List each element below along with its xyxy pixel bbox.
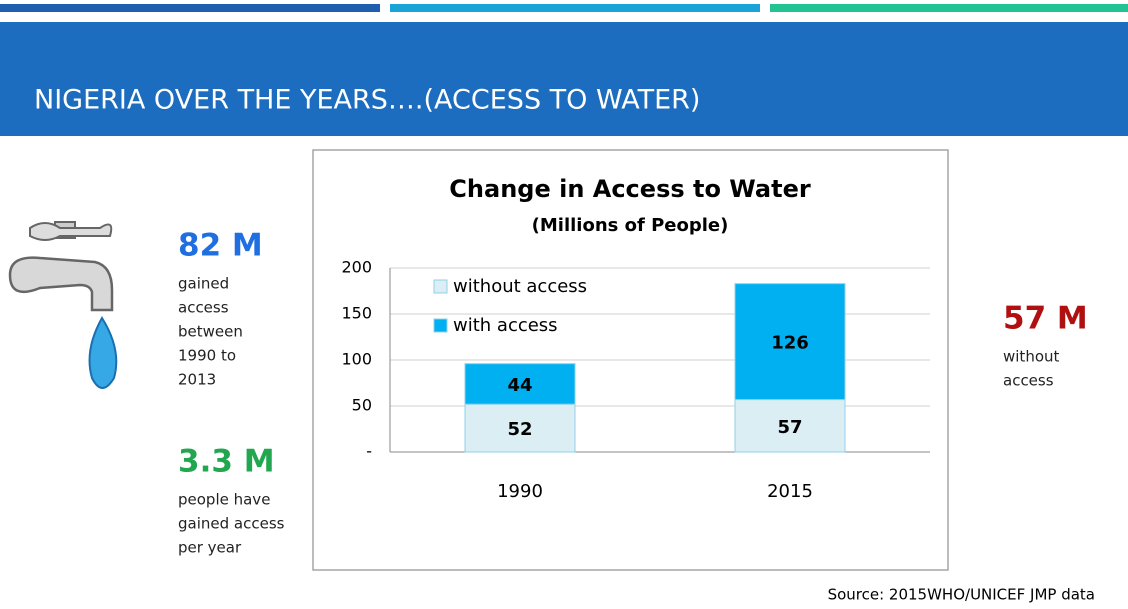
legend-swatch <box>433 279 448 294</box>
legend-swatch <box>433 318 448 333</box>
data-label: 52 <box>507 419 532 440</box>
stat-text: gained access <box>178 515 285 533</box>
stat-figure: 3.3 M <box>178 444 275 480</box>
source: Source: 2015WHO/UNICEF JMP data <box>828 586 1095 604</box>
stat-text: gained <box>178 275 229 293</box>
stat-text: access <box>178 299 229 317</box>
data-label: 126 <box>771 333 809 354</box>
faucet-icon <box>8 221 118 389</box>
x-tick-label: 2015 <box>767 481 813 502</box>
stripe <box>0 4 380 12</box>
bar-segment <box>464 403 576 453</box>
data-label: 57 <box>777 417 802 438</box>
y-tick-label: 150 <box>341 304 372 323</box>
stat-text: per year <box>178 539 242 557</box>
stat-text: 2013 <box>178 371 216 389</box>
chart-subtitle: (Millions of People) <box>532 215 729 236</box>
y-tick-label: 200 <box>341 258 372 277</box>
legend-label: with access <box>453 315 558 336</box>
y-tick-label: 100 <box>341 350 372 369</box>
bar-segment <box>464 363 576 405</box>
x-tick-label: 1990 <box>497 481 543 502</box>
header-title: NIGERIA OVER THE YEARS….(ACCESS TO WATER… <box>34 85 700 116</box>
stat-text: access <box>1003 372 1054 390</box>
bar-segment <box>734 283 846 401</box>
y-tick-label: - <box>366 442 372 461</box>
stripe <box>770 4 1128 12</box>
y-tick-label: 50 <box>352 396 372 415</box>
legend-label: without access <box>453 276 587 297</box>
stat-figure: 57 M <box>1003 301 1088 337</box>
stat-figure: 82 M <box>178 228 263 264</box>
stat-text: 1990 to <box>178 347 236 365</box>
stat-text: between <box>178 323 243 341</box>
data-label: 44 <box>507 375 532 396</box>
header-band <box>0 22 1128 136</box>
stat-text: people have <box>178 491 270 509</box>
stat-text: without <box>1003 348 1060 366</box>
bar-segment <box>734 399 846 453</box>
chart-title: Change in Access to Water <box>449 175 811 203</box>
stripe <box>390 4 760 12</box>
